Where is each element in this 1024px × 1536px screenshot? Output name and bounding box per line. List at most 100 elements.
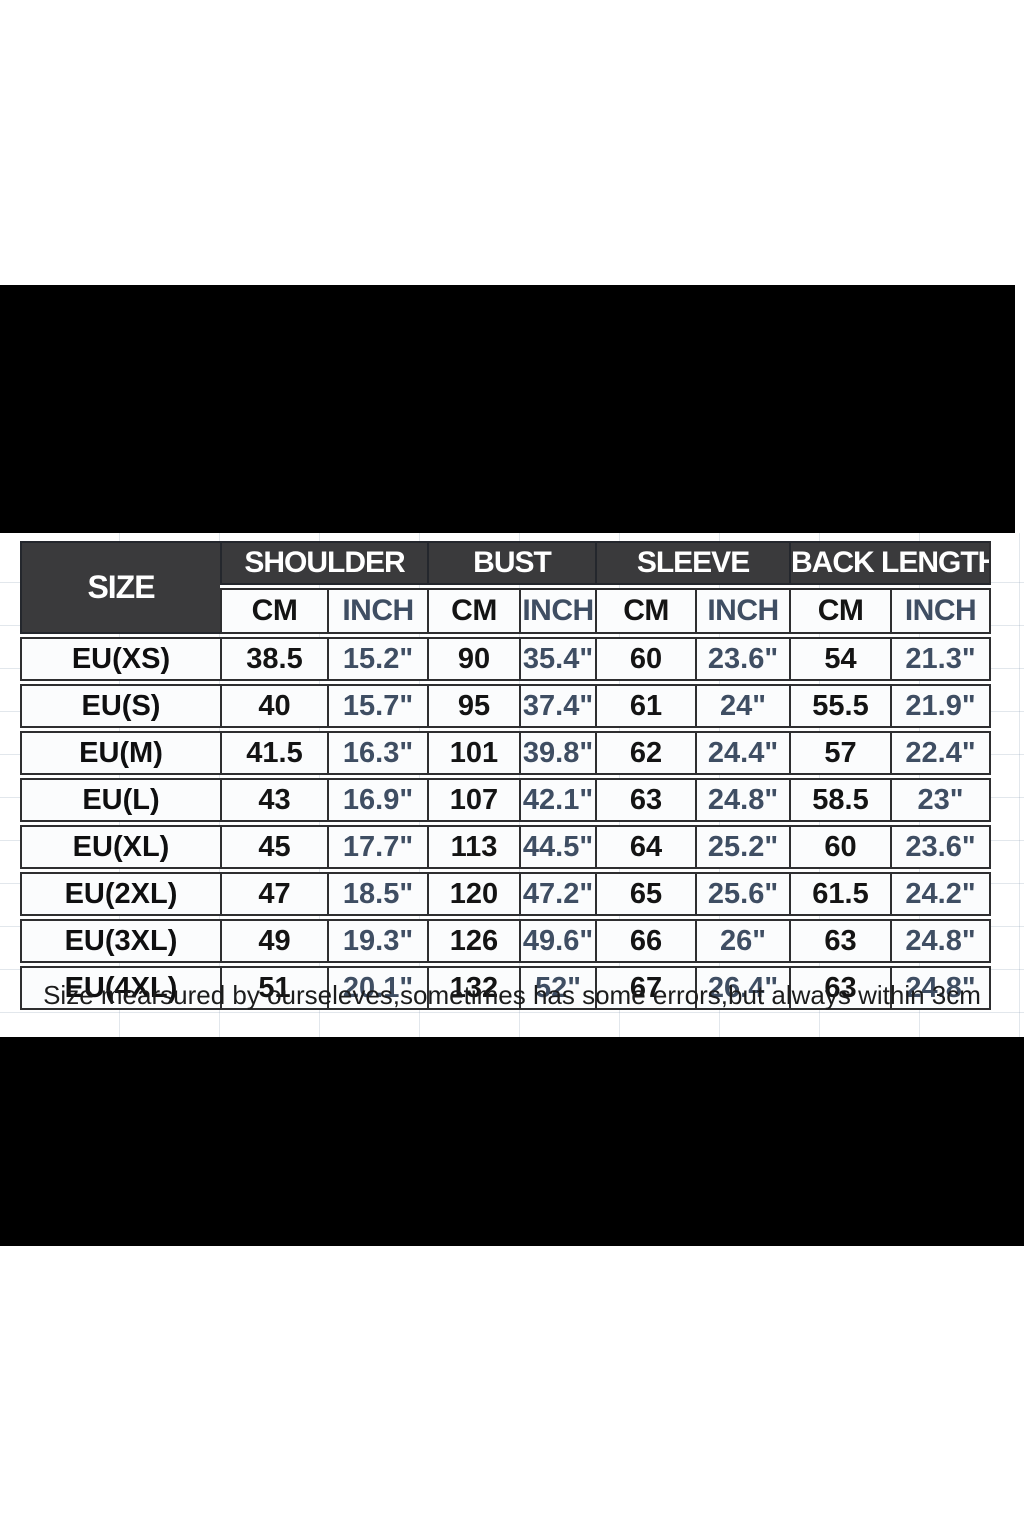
table-cell: 47 (220, 872, 327, 916)
table-cell: 101 (427, 731, 519, 775)
table-cell: 25.2" (695, 825, 790, 869)
table-cell: 52" (519, 966, 596, 1010)
table-row: EU(M) 41.5 16.3" 101 39.8" 62 24.4" 57 2… (20, 731, 992, 775)
table-cell: 49.6" (519, 919, 596, 963)
table-cell: 24.2" (890, 872, 992, 916)
row-label: EU(3XL) (20, 919, 220, 963)
unit-header-cm: CM (789, 588, 891, 634)
unit-header-cm: CM (427, 588, 519, 634)
table-cell: 65 (595, 872, 696, 916)
table-cell: 37.4" (519, 684, 596, 728)
table-cell: 95 (427, 684, 519, 728)
table-cell: 41.5 (220, 731, 327, 775)
table-cell: 63 (789, 919, 891, 963)
table-row: EU(L) 43 16.9" 107 42.1" 63 24.8" 58.5 2… (20, 778, 992, 822)
table-cell: 113 (427, 825, 519, 869)
table-cell: 21.3" (890, 637, 992, 681)
unit-header-inch: INCH (327, 588, 427, 634)
table-cell: 15.7" (327, 684, 427, 728)
table-cell: 63 (595, 778, 696, 822)
table-cell: 25.6" (695, 872, 790, 916)
table-cell: 55.5 (789, 684, 891, 728)
table-cell: 22.4" (890, 731, 992, 775)
table-cell: 16.9" (327, 778, 427, 822)
unit-header-inch: INCH (890, 588, 992, 634)
size-chart-table: SIZE SHOULDER BUST SLEEVE BACK LENGTH CM… (20, 538, 992, 1013)
table-cell: 24" (695, 684, 790, 728)
table-cell: 15.2" (327, 637, 427, 681)
row-label: EU(S) (20, 684, 220, 728)
table-cell: 47.2" (519, 872, 596, 916)
table-cell: 39.8" (519, 731, 596, 775)
table-cell: 24.8" (890, 966, 992, 1010)
table-cell: 54 (789, 637, 891, 681)
table-cell: 45 (220, 825, 327, 869)
unit-header-inch: INCH (695, 588, 790, 634)
table-header-row-units: CM INCH CM INCH CM INCH CM INCH (20, 588, 992, 634)
table-cell: 64 (595, 825, 696, 869)
table-cell: 43 (220, 778, 327, 822)
table-row: EU(2XL) 47 18.5" 120 47.2" 65 25.6" 61.5… (20, 872, 992, 916)
table-cell: 24.8" (695, 778, 790, 822)
table-cell: 58.5 (789, 778, 891, 822)
table-cell: 120 (427, 872, 519, 916)
table-cell: 61 (595, 684, 696, 728)
table-cell: 40 (220, 684, 327, 728)
table-cell: 26.4" (695, 966, 790, 1010)
table-cell: 18.5" (327, 872, 427, 916)
table-cell: 60 (595, 637, 696, 681)
measurement-disclaimer: Size mearsured by ourseleves,sometimes h… (43, 980, 981, 1010)
top-letterbox-band (0, 285, 1015, 533)
table-cell: 107 (427, 778, 519, 822)
table-cell: 38.5 (220, 637, 327, 681)
header-shoulder: SHOULDER (220, 541, 427, 585)
table-cell: 19.3" (327, 919, 427, 963)
table-row: EU(XS) 38.5 15.2" 90 35.4" 60 23.6" 54 2… (20, 637, 992, 681)
bottom-letterbox-band (0, 1037, 1024, 1246)
table-cell: 35.4" (519, 637, 596, 681)
table-cell: 26" (695, 919, 790, 963)
table-cell: 23.6" (890, 825, 992, 869)
table-cell: 132 (427, 966, 519, 1010)
table-cell: 17.7" (327, 825, 427, 869)
row-label: EU(XL) (20, 825, 220, 869)
table-cell: 23.6" (695, 637, 790, 681)
table-row: EU(4XL) 51 20.1" 132 52" 67 26.4" 63 24.… (20, 966, 992, 1010)
table-cell: 67 (595, 966, 696, 1010)
table-cell: 24.8" (890, 919, 992, 963)
table-cell: 42.1" (519, 778, 596, 822)
unit-header-cm: CM (595, 588, 696, 634)
row-label: EU(XS) (20, 637, 220, 681)
table-cell: 16.3" (327, 731, 427, 775)
table-cell: 60 (789, 825, 891, 869)
unit-header-inch: INCH (519, 588, 596, 634)
header-size: SIZE (20, 541, 220, 634)
table-cell: 57 (789, 731, 891, 775)
table-header-row-groups: SIZE SHOULDER BUST SLEEVE BACK LENGTH (20, 541, 992, 634)
row-label: EU(2XL) (20, 872, 220, 916)
table-cell: 66 (595, 919, 696, 963)
table-row: EU(XL) 45 17.7" 113 44.5" 64 25.2" 60 23… (20, 825, 992, 869)
table-cell: 126 (427, 919, 519, 963)
table-cell: 63 (789, 966, 891, 1010)
table-cell: 24.4" (695, 731, 790, 775)
row-label: EU(M) (20, 731, 220, 775)
table-cell: 23" (890, 778, 992, 822)
table-cell: 90 (427, 637, 519, 681)
table-row: EU(S) 40 15.7" 95 37.4" 61 24" 55.5 21.9… (20, 684, 992, 728)
table-cell: 44.5" (519, 825, 596, 869)
row-label: EU(L) (20, 778, 220, 822)
table-row: EU(3XL) 49 19.3" 126 49.6" 66 26" 63 24.… (20, 919, 992, 963)
unit-header-cm: CM (220, 588, 327, 634)
header-bust: BUST (427, 541, 596, 585)
header-sleeve: SLEEVE (595, 541, 790, 585)
row-label: EU(4XL) (20, 966, 220, 1010)
table-cell: 51 (220, 966, 327, 1010)
header-back-length: BACK LENGTH (789, 541, 992, 585)
table-cell: 21.9" (890, 684, 992, 728)
table-cell: 62 (595, 731, 696, 775)
table-cell: 49 (220, 919, 327, 963)
table-cell: 61.5 (789, 872, 891, 916)
table-cell: 20.1" (327, 966, 427, 1010)
